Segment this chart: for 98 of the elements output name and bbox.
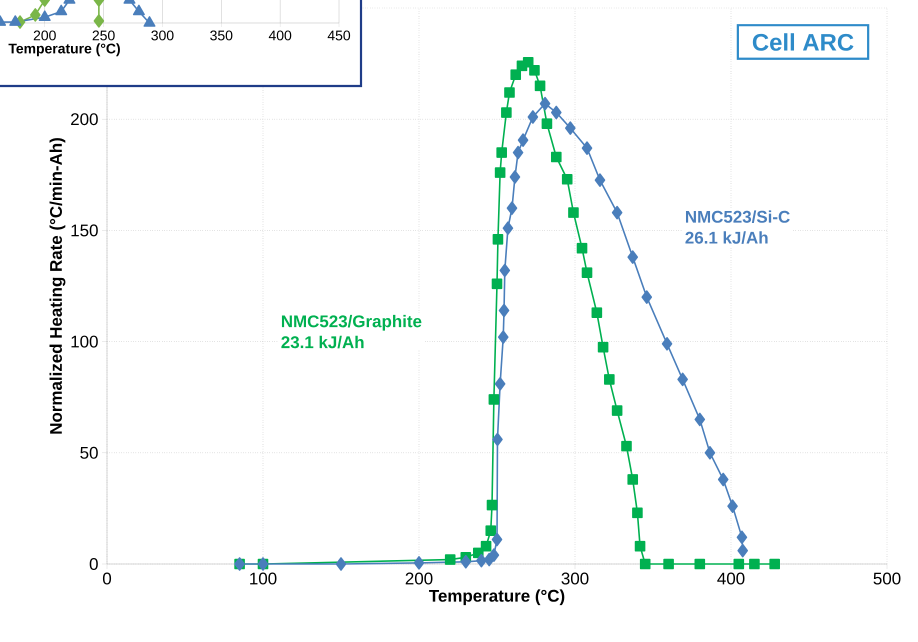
- x-tick-label: 100: [250, 572, 276, 585]
- y-tick-label: 100: [72, 336, 98, 348]
- y-axis-title: Normalized Heating Rate (°C/min-Ah): [50, 138, 66, 434]
- x-tick-label: 300: [562, 572, 588, 585]
- point: [734, 558, 744, 570]
- point: [143, 16, 156, 27]
- point: [460, 554, 472, 569]
- point: [694, 412, 706, 426]
- point: [612, 405, 622, 416]
- point: [550, 152, 562, 162]
- point: [485, 525, 496, 536]
- point: [30, 8, 41, 22]
- point: [498, 304, 510, 318]
- point: [576, 242, 588, 254]
- point: [737, 544, 748, 558]
- point: [488, 548, 500, 562]
- point: [510, 170, 520, 184]
- point: [504, 87, 515, 98]
- point: [582, 141, 592, 155]
- point: [486, 500, 498, 510]
- point: [718, 472, 729, 486]
- x-tick-label: 400: [268, 30, 292, 40]
- point: [480, 540, 492, 552]
- x-axis-title: Temperature (°C): [429, 589, 564, 606]
- annotation: 26.1 kJ/Ah: [685, 231, 768, 244]
- point: [565, 121, 576, 135]
- x-tick-label: 400: [717, 572, 744, 585]
- x-tick-label: 350: [210, 30, 232, 40]
- point: [604, 374, 615, 385]
- point: [769, 558, 780, 570]
- point: [627, 250, 638, 264]
- text: NMC523/Si-C: [686, 210, 790, 223]
- x-tick-label: 500: [874, 572, 900, 585]
- x-tick-label: 0: [102, 572, 112, 585]
- y-tick-label: 0: [90, 558, 98, 570]
- point: [621, 440, 632, 452]
- point: [592, 307, 602, 318]
- point: [512, 146, 524, 160]
- point: [336, 557, 346, 571]
- annotation: 23.1 kJ/Ah: [281, 336, 364, 348]
- point: [568, 207, 579, 218]
- point: [414, 556, 424, 570]
- y-tick-label: 150: [72, 224, 98, 236]
- point: [9, 15, 22, 26]
- point: [94, 14, 104, 28]
- point: [677, 372, 688, 386]
- point: [540, 96, 550, 110]
- x-axis-title: Temperature (°C): [8, 43, 120, 56]
- point: [727, 499, 738, 513]
- point: [492, 432, 503, 446]
- point: [444, 554, 456, 565]
- point: [528, 110, 538, 124]
- point: [736, 530, 748, 544]
- point: [498, 330, 509, 344]
- point: [534, 80, 546, 92]
- x-tick-label: 200: [34, 30, 56, 40]
- x-tick-label: 450: [328, 30, 350, 40]
- point: [634, 540, 646, 552]
- point: [518, 133, 528, 147]
- point: [494, 167, 506, 178]
- point: [594, 173, 606, 187]
- point: [694, 558, 706, 570]
- point: [522, 56, 534, 68]
- point: [641, 290, 652, 304]
- point: [502, 221, 514, 235]
- x-tick-label: 200: [406, 572, 432, 585]
- point: [494, 377, 506, 391]
- x-tick-label: 300: [151, 30, 174, 40]
- point: [510, 69, 522, 80]
- point: [598, 342, 608, 352]
- point: [492, 234, 504, 245]
- text: NMC523/Graphite: [282, 314, 422, 331]
- annotation: Cell ARC: [752, 33, 854, 51]
- point: [663, 558, 674, 570]
- point: [38, 10, 51, 22]
- point: [662, 337, 672, 351]
- y-tick-label: 50: [80, 446, 98, 459]
- point: [496, 147, 507, 158]
- point: [612, 206, 622, 220]
- point: [500, 264, 510, 278]
- point: [492, 278, 502, 290]
- point: [704, 446, 716, 460]
- point: [749, 558, 760, 570]
- y-tick-label: 200: [71, 113, 98, 126]
- point: [582, 267, 592, 278]
- x-tick-label: 250: [92, 30, 115, 40]
- point: [501, 107, 512, 118]
- point: [632, 508, 643, 518]
- point: [550, 106, 562, 120]
- point: [529, 64, 540, 76]
- point: [488, 394, 500, 405]
- point: [627, 474, 638, 485]
- point: [506, 201, 518, 215]
- point: [562, 174, 573, 185]
- point: [492, 532, 502, 546]
- point: [542, 118, 552, 129]
- point: [640, 558, 651, 570]
- point: [476, 554, 487, 568]
